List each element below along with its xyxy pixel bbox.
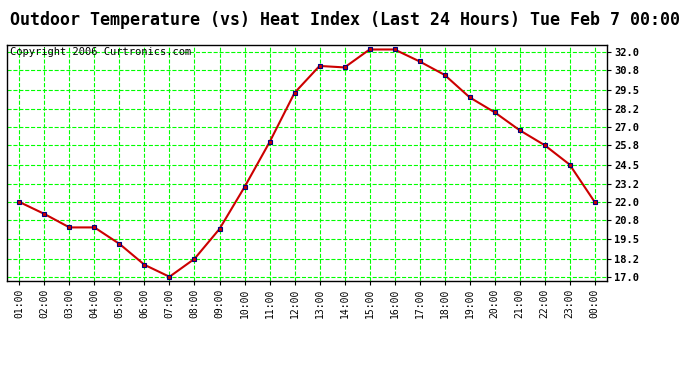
Text: Outdoor Temperature (vs) Heat Index (Last 24 Hours) Tue Feb 7 00:00: Outdoor Temperature (vs) Heat Index (Las… xyxy=(10,11,680,29)
Text: Copyright 2006 Curtronics.com: Copyright 2006 Curtronics.com xyxy=(10,47,191,57)
